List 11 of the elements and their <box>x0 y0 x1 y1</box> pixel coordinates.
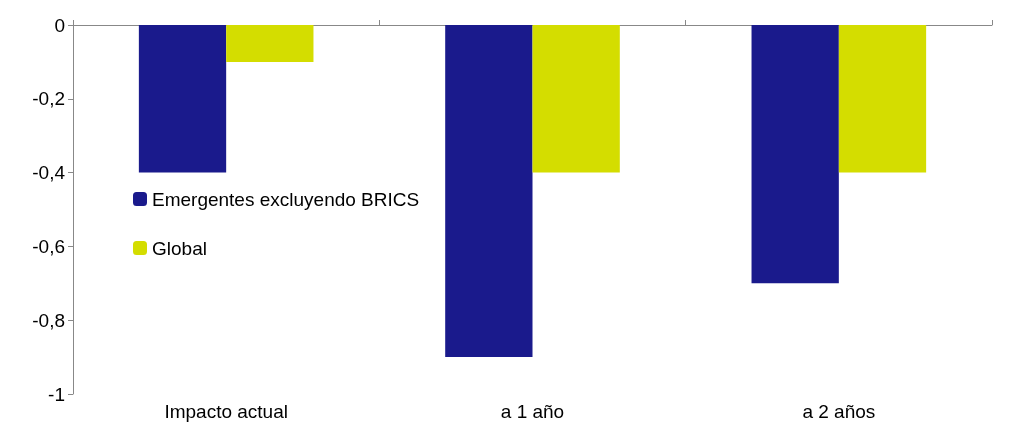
y-tick-label: -0,2 <box>32 88 65 110</box>
y-tick-label: -0,8 <box>32 309 65 331</box>
y-tick-label: -0,4 <box>32 162 66 184</box>
x-tick-label: a 1 año <box>500 401 565 422</box>
y-tick-label: 0 <box>54 14 65 36</box>
x-tick-label: Impacto actual <box>164 401 288 422</box>
legend-label: Emergentes excluyendo BRICS <box>152 188 420 210</box>
legend-label: Global <box>152 237 207 259</box>
x-tick-label: a 2 años <box>802 401 876 422</box>
y-tick-label: -0,6 <box>32 235 65 257</box>
y-tick-label: -1 <box>48 383 65 405</box>
